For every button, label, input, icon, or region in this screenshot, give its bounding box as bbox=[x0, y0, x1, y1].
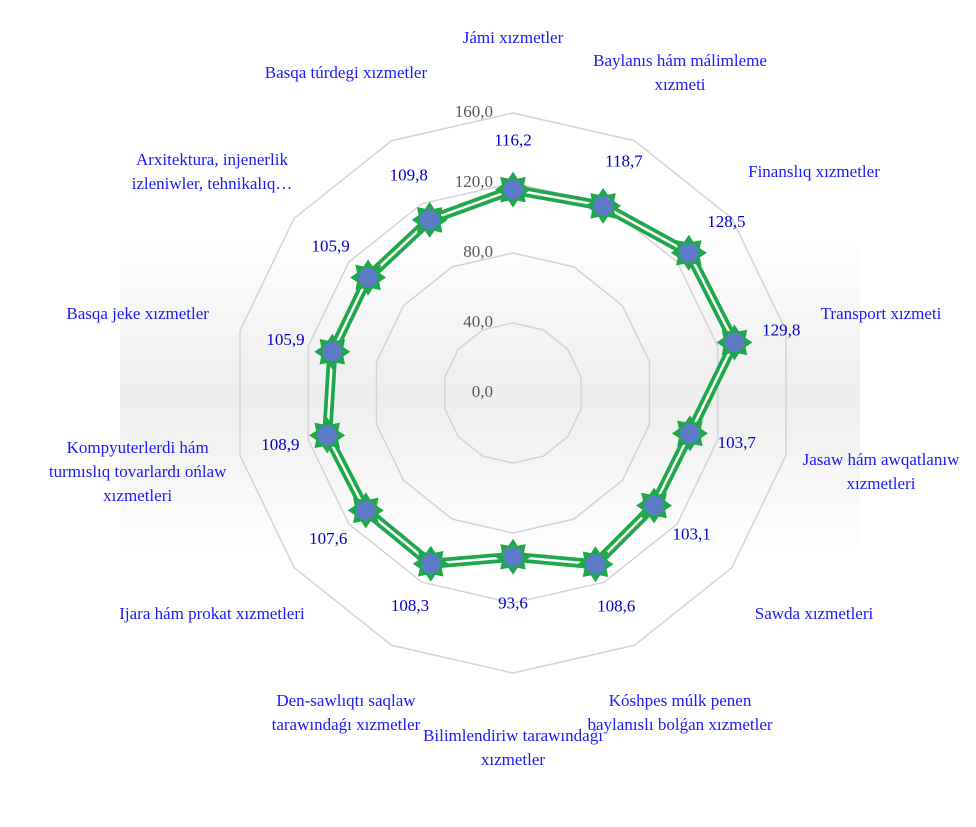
category-label: Jámi xızmetler bbox=[462, 28, 564, 47]
y-tick-label: 120,0 bbox=[455, 172, 493, 191]
value-label: 103,1 bbox=[672, 524, 710, 543]
marker bbox=[322, 341, 343, 362]
value-label: 118,7 bbox=[605, 152, 643, 171]
category-label: Ijara hám prokat xızmetleri bbox=[119, 604, 305, 624]
value-label: 129,8 bbox=[762, 321, 800, 340]
y-tick-label: 0,0 bbox=[472, 382, 493, 401]
marker bbox=[419, 209, 440, 230]
marker bbox=[679, 423, 700, 444]
category-label: Jasaw hám awqatlanıw xızmetleri bbox=[802, 449, 960, 493]
value-label: 108,9 bbox=[261, 435, 299, 454]
marker bbox=[503, 546, 523, 567]
marker bbox=[355, 500, 376, 521]
value-label: 128,5 bbox=[707, 212, 745, 231]
y-tick-label: 40,0 bbox=[463, 312, 493, 331]
category-label: Den-sawlıqtı saqlaw tarawındaǵı xızmetle… bbox=[271, 690, 421, 734]
marker bbox=[503, 179, 523, 200]
category-label: Sawda xızmetleri bbox=[754, 604, 874, 624]
background-image bbox=[120, 230, 860, 560]
marker bbox=[724, 332, 745, 353]
marker bbox=[420, 553, 441, 574]
marker bbox=[678, 242, 699, 263]
value-label: 108,3 bbox=[391, 596, 429, 615]
value-label: 105,9 bbox=[266, 330, 304, 349]
value-label: 109,8 bbox=[390, 166, 428, 185]
value-label: 93,6 bbox=[498, 594, 528, 613]
value-label: 116,2 bbox=[494, 131, 532, 150]
grid-line bbox=[444, 322, 582, 464]
value-label: 108,6 bbox=[597, 596, 635, 615]
grid-line bbox=[307, 182, 719, 604]
category-label: Basqa jeke xızmetler bbox=[66, 304, 209, 323]
marker bbox=[593, 195, 614, 216]
value-label: 105,9 bbox=[311, 236, 349, 255]
category-label: Kóshpes múlk penen baylanıslı bolǵan xız… bbox=[587, 690, 773, 734]
category-label: Transport xızmeti bbox=[820, 304, 942, 323]
category-label: Bilimlendiriw tarawındaǵı xızmetler bbox=[423, 726, 603, 769]
category-label: Baylanıs hám málimleme xızmeti bbox=[593, 51, 767, 95]
grid-line bbox=[375, 252, 651, 534]
marker bbox=[644, 495, 665, 516]
category-label: Finanslıq xızmetler bbox=[748, 161, 880, 181]
category-label: Kompyuterlerdi hám turmıslıq tovarlardı … bbox=[48, 437, 227, 505]
marker bbox=[585, 554, 606, 575]
y-tick-label: 80,0 bbox=[463, 242, 493, 261]
value-label: 103,7 bbox=[718, 433, 757, 452]
category-label: Arxitektura, injenerlik izleniwler, tehn… bbox=[131, 149, 293, 193]
value-label: 107,6 bbox=[309, 529, 347, 548]
marker bbox=[358, 267, 379, 288]
marker bbox=[317, 425, 338, 446]
y-tick-label: 160,0 bbox=[455, 102, 493, 121]
grid-line bbox=[239, 112, 787, 674]
category-label: Basqa túrdegi xızmetler bbox=[264, 63, 428, 83]
